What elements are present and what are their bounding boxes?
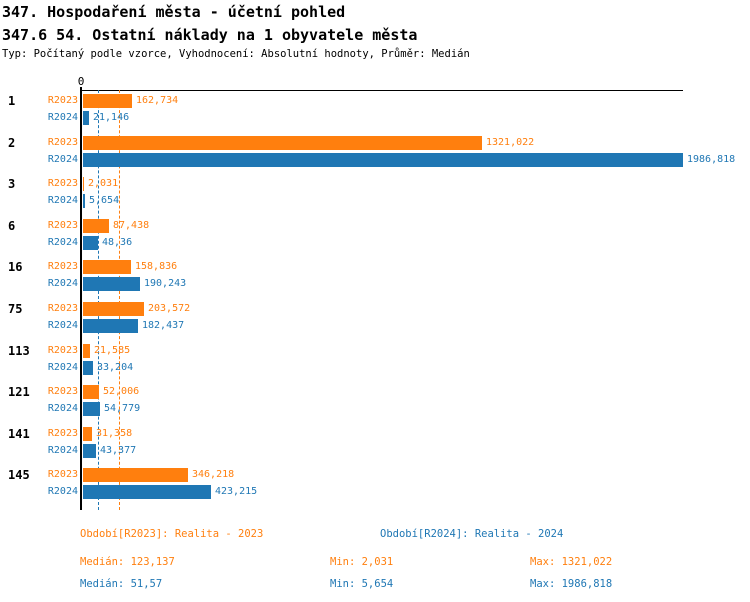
series-label-r2024: R2024: [47, 112, 78, 123]
chart-meta: Typ: Počítaný podle vzorce, Vyhodnocení:…: [2, 48, 470, 60]
series-label-r2023: R2023: [47, 469, 78, 480]
series-label-r2024: R2024: [47, 154, 78, 165]
series-label-r2024: R2024: [47, 195, 78, 206]
median-line-r2023: [119, 90, 120, 510]
value-label-r2023: 158,836: [135, 261, 178, 272]
series-label-r2023: R2023: [47, 428, 78, 439]
value-label-r2024: 43,377: [100, 445, 137, 456]
y-axis-line: [80, 87, 82, 510]
bar-r2024: [83, 153, 683, 167]
stat-median-r2024: Medián: 51,57: [80, 578, 163, 590]
value-label-r2023: 31,358: [96, 428, 133, 439]
bar-r2023: [83, 385, 99, 399]
value-label-r2024: 1986,818: [687, 154, 736, 165]
series-label-r2023: R2023: [47, 261, 78, 272]
value-label-r2024: 5,654: [89, 195, 120, 206]
bar-r2023: [83, 177, 84, 191]
value-label-r2023: 346,218: [192, 469, 235, 480]
top-border-line: [82, 90, 683, 91]
legend-r2024: Období[R2024]: Realita - 2024: [380, 528, 564, 540]
value-label-r2024: 182,437: [142, 320, 185, 331]
series-label-r2024: R2024: [47, 320, 78, 331]
bar-r2023: [83, 219, 109, 233]
series-label-r2024: R2024: [47, 486, 78, 497]
series-label-r2024: R2024: [47, 237, 78, 248]
bar-r2024: [83, 402, 100, 416]
value-label-r2023: 52,006: [103, 386, 140, 397]
value-label-r2024: 54,779: [104, 403, 141, 414]
series-label-r2023: R2023: [47, 345, 78, 356]
bar-r2024: [83, 485, 211, 499]
category-label: 6: [8, 219, 16, 233]
page-title: 347. Hospodaření města - účetní pohled: [2, 3, 346, 21]
bar-r2024: [83, 194, 85, 208]
series-label-r2023: R2023: [47, 178, 78, 189]
category-label: 75: [8, 302, 23, 316]
value-label-r2024: 423,215: [215, 486, 258, 497]
category-label: 141: [8, 427, 30, 441]
stat-max-r2023: Max: 1321,022: [530, 556, 613, 568]
stat-min-r2023: Min: 2,031: [330, 556, 394, 568]
bar-r2024: [83, 111, 89, 125]
bar-r2024: [83, 236, 98, 250]
category-label: 145: [8, 468, 30, 482]
category-label: 16: [8, 260, 23, 274]
value-label-r2023: 1321,022: [486, 137, 535, 148]
value-label-r2024: 21,146: [93, 112, 130, 123]
bar-r2023: [83, 427, 92, 441]
category-label: 113: [8, 344, 30, 358]
stat-median-r2023: Medián: 123,137: [80, 556, 175, 568]
value-label-r2023: 87,438: [113, 220, 150, 231]
bar-r2023: [83, 136, 482, 150]
bar-r2024: [83, 444, 96, 458]
bar-r2024: [83, 277, 140, 291]
category-label: 2: [8, 136, 16, 150]
median-line-r2024: [98, 90, 99, 510]
bar-r2023: [83, 260, 131, 274]
bar-r2023: [83, 302, 144, 316]
stat-max-r2024: Max: 1986,818: [530, 578, 613, 590]
bar-r2023: [83, 468, 188, 482]
series-label-r2023: R2023: [47, 95, 78, 106]
series-label-r2024: R2024: [47, 445, 78, 456]
value-label-r2023: 2,031: [88, 178, 119, 189]
value-label-r2023: 162,734: [136, 95, 179, 106]
bar-r2024: [83, 361, 93, 375]
value-label-r2023: 203,572: [148, 303, 191, 314]
zero-tick-label: 0: [77, 75, 85, 88]
value-label-r2024: 48,36: [102, 237, 133, 248]
stat-min-r2024: Min: 5,654: [330, 578, 394, 590]
value-label-r2024: 33,204: [97, 362, 134, 373]
bar-r2023: [83, 94, 132, 108]
value-label-r2024: 190,243: [144, 278, 187, 289]
series-label-r2023: R2023: [47, 137, 78, 148]
category-label: 1: [8, 94, 16, 108]
page-subtitle: 347.6 54. Ostatní náklady na 1 obyvatele…: [2, 26, 418, 44]
series-label-r2024: R2024: [47, 403, 78, 414]
category-label: 3: [8, 177, 16, 191]
series-label-r2023: R2023: [47, 303, 78, 314]
series-label-r2023: R2023: [47, 220, 78, 231]
category-label: 121: [8, 385, 30, 399]
series-label-r2024: R2024: [47, 278, 78, 289]
value-label-r2023: 21,585: [94, 345, 131, 356]
series-label-r2024: R2024: [47, 362, 78, 373]
legend-r2023: Období[R2023]: Realita - 2023: [80, 528, 264, 540]
bar-r2024: [83, 319, 138, 333]
bar-r2023: [83, 344, 90, 358]
series-label-r2023: R2023: [47, 386, 78, 397]
